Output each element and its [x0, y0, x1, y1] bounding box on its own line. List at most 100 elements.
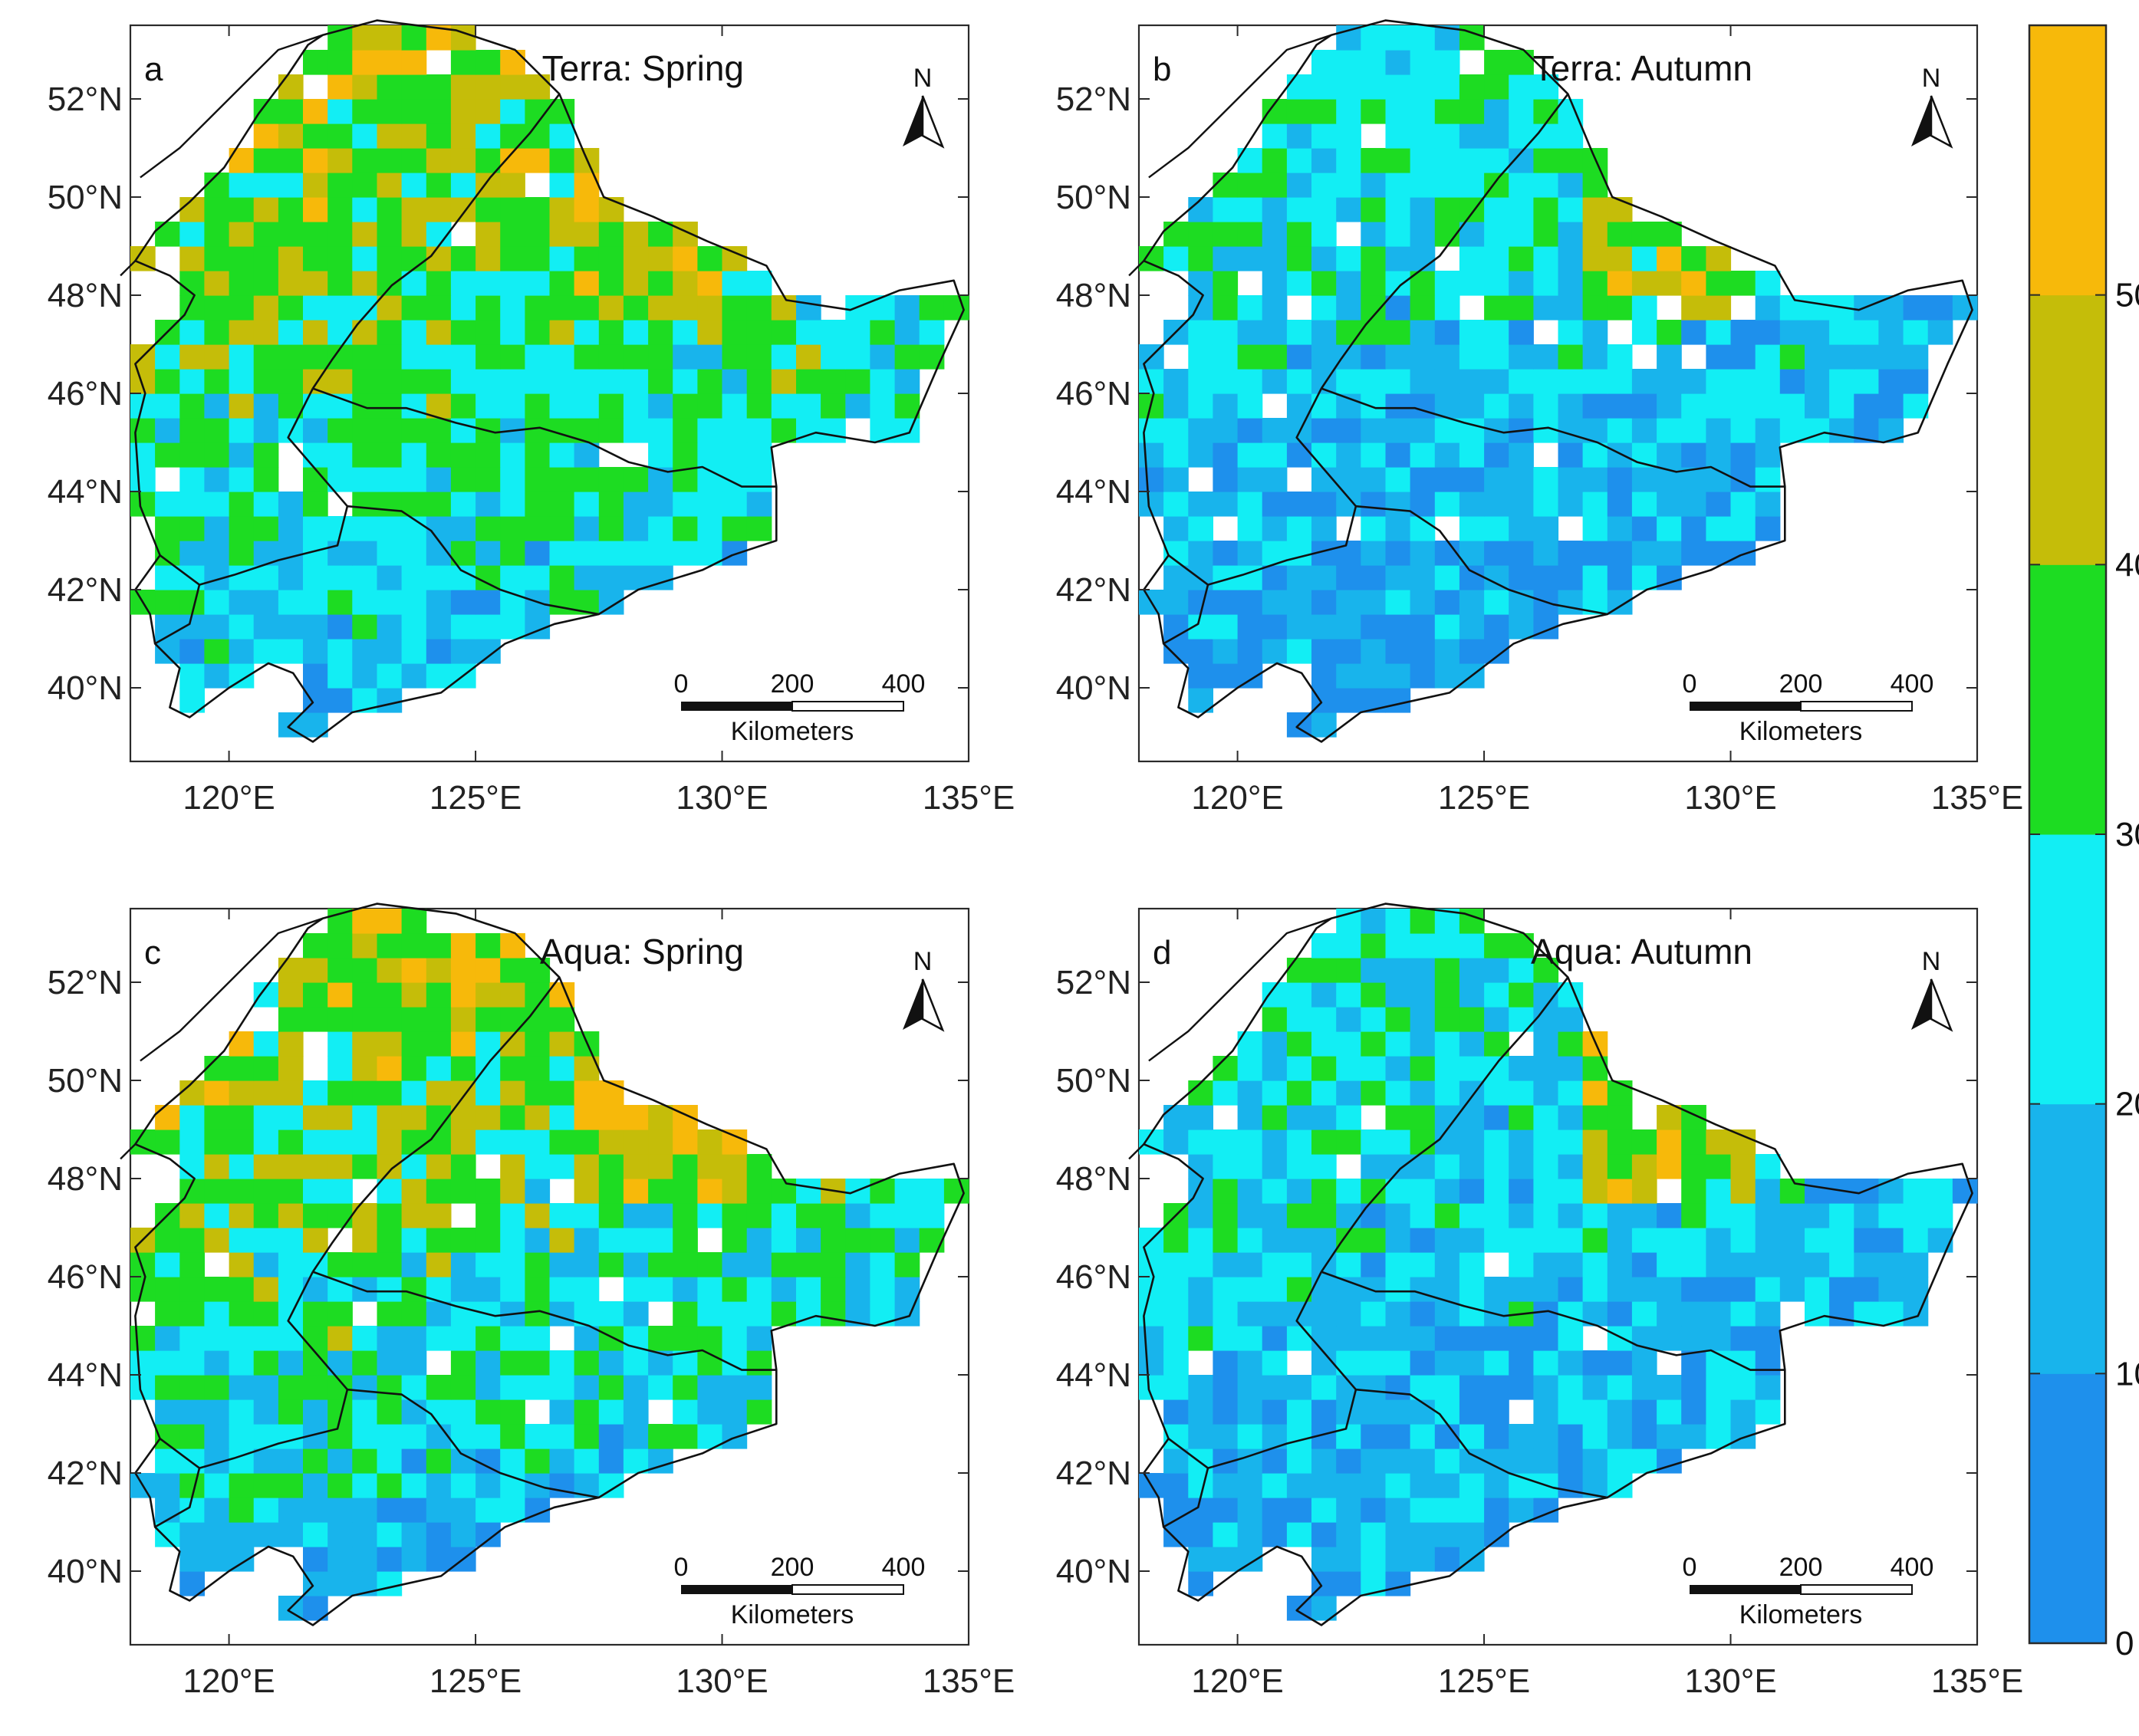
grid-cell: [1681, 369, 1706, 394]
grid-cell: [450, 74, 476, 100]
grid-cell: [179, 492, 205, 517]
grid-cell: [1459, 1203, 1485, 1228]
grid-cell: [1262, 639, 1288, 664]
grid-cell: [1582, 541, 1608, 566]
grid-cell: [204, 1424, 230, 1449]
grid-cell: [401, 148, 427, 173]
grid-cell: [204, 1277, 230, 1302]
grid-cell: [845, 1228, 870, 1253]
grid-cell: [1188, 246, 1213, 271]
grid-cell: [253, 1105, 279, 1130]
lat-tick-label: 52°N: [48, 964, 123, 1001]
grid-cell: [1631, 393, 1657, 419]
grid-cell: [894, 295, 920, 321]
grid-cell: [327, 1203, 353, 1228]
grid-cell: [253, 614, 279, 639]
grid-cell: [303, 1080, 328, 1106]
grid-cell: [1730, 1277, 1756, 1302]
grid-cell: [746, 492, 772, 517]
grid-cell: [352, 320, 377, 345]
grid-cell: [1385, 418, 1411, 443]
grid-cell: [598, 1080, 624, 1106]
grid-cell: [1434, 148, 1460, 173]
grid-cell: [771, 320, 797, 345]
grid-cell: [549, 197, 575, 222]
grid-cell: [673, 1228, 698, 1253]
grid-cell: [500, 344, 525, 370]
grid-cell: [894, 1203, 920, 1228]
grid-cell: [1706, 246, 1732, 271]
grid-cell: [1361, 1277, 1386, 1302]
grid-cell: [894, 1252, 920, 1277]
grid-cell: [352, 222, 377, 247]
grid-cell: [1509, 958, 1534, 983]
grid-cell: [278, 99, 304, 124]
grid-cell: [327, 1129, 353, 1155]
grid-cell: [204, 295, 230, 321]
grid-cell: [1262, 246, 1288, 271]
grid-cell: [1410, 123, 1436, 149]
grid-cell: [1139, 467, 1164, 492]
grid-cell: [525, 467, 551, 492]
grid-cell: [1262, 1473, 1288, 1498]
grid-cell: [1484, 148, 1509, 173]
grid-cell: [377, 1424, 403, 1449]
grid-cell: [1163, 1277, 1189, 1302]
grid-cell: [1730, 1301, 1756, 1327]
grid-cell: [500, 1203, 525, 1228]
grid-cell: [1213, 1473, 1239, 1498]
grid-cell: [1336, 1522, 1361, 1547]
grid-cell: [500, 222, 525, 247]
grid-cell: [1286, 1522, 1312, 1547]
grid-cell: [1385, 1252, 1411, 1277]
grid-cell: [525, 1448, 551, 1474]
grid-cell: [549, 1301, 575, 1327]
grid-cell: [130, 1252, 156, 1277]
grid-cell: [1509, 541, 1534, 566]
grid-cell: [1213, 197, 1239, 222]
grid-cell: [377, 1179, 403, 1204]
grid-cell: [1361, 1350, 1386, 1376]
grid-cell: [1558, 467, 1584, 492]
grid-cell: [648, 541, 673, 566]
grid-cell: [1755, 1375, 1781, 1400]
grid-cell: [1459, 958, 1485, 983]
grid-cell: [1533, 1228, 1559, 1253]
grid-cell: [1188, 1105, 1213, 1130]
grid-cell: [1336, 663, 1361, 689]
grid-cell: [450, 1448, 476, 1474]
grid-cell: [1509, 393, 1534, 419]
grid-cell: [155, 222, 180, 247]
grid-cell: [229, 320, 255, 345]
grid-cell: [401, 295, 427, 321]
grid-cell: [1706, 320, 1732, 345]
grid-cell: [1509, 173, 1534, 198]
grid-cell: [574, 1277, 600, 1302]
grid-cell: [525, 369, 551, 394]
grid-cell: [1410, 1007, 1436, 1032]
grid-cell: [722, 1228, 748, 1253]
grid-cell: [253, 1326, 279, 1351]
province-boundary: [1320, 976, 1569, 1273]
grid-cell: [574, 1105, 600, 1130]
grid-cell: [1484, 222, 1509, 247]
grid-cell: [673, 1105, 698, 1130]
grid-cell: [1779, 1277, 1805, 1302]
grid-cell: [1336, 1056, 1361, 1081]
grid-cell: [1163, 418, 1189, 443]
grid-cell: [1582, 344, 1608, 370]
grid-cell: [1361, 442, 1386, 468]
grid-cell: [549, 1154, 575, 1179]
grid-cell: [1706, 344, 1732, 370]
grid-cell: [1607, 467, 1633, 492]
grid-cell: [1903, 344, 1929, 370]
grid-cell: [1163, 1301, 1189, 1327]
grid-cell: [1484, 982, 1509, 1008]
grid-cell: [1533, 246, 1559, 271]
grid-cell: [229, 1179, 255, 1204]
grid-cell: [796, 295, 821, 321]
grid-cell: [327, 271, 353, 296]
grid-cell: [1484, 492, 1509, 517]
grid-cell: [1163, 222, 1189, 247]
grid-cell: [1188, 222, 1213, 247]
